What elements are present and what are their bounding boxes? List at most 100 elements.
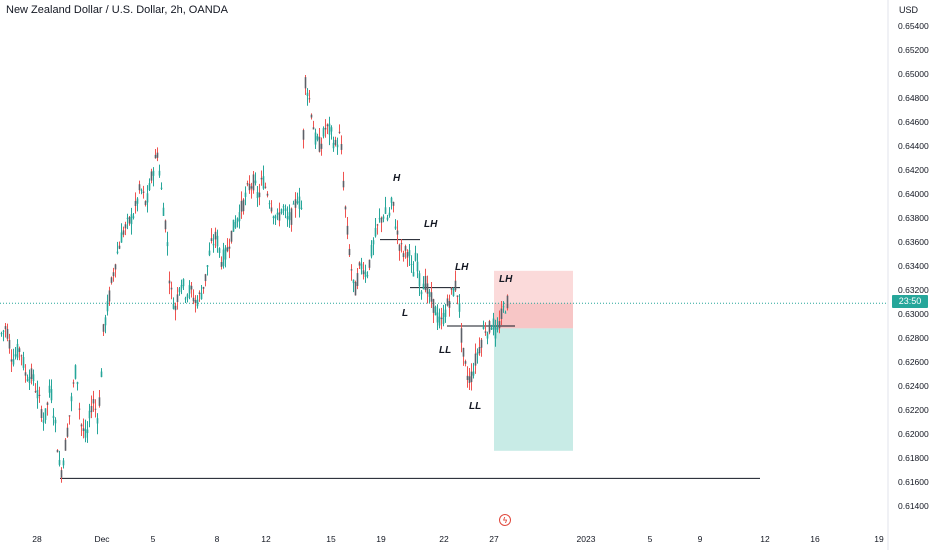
candle[interactable] — [248, 175, 251, 194]
candle[interactable] — [334, 136, 337, 147]
candle[interactable] — [214, 227, 217, 248]
candle[interactable] — [392, 201, 395, 213]
candle[interactable] — [484, 322, 487, 336]
candle[interactable] — [242, 198, 245, 215]
candle[interactable] — [436, 304, 439, 331]
candle[interactable] — [146, 185, 149, 213]
candle[interactable] — [238, 204, 241, 229]
candle[interactable] — [20, 354, 23, 366]
candle[interactable] — [162, 202, 165, 216]
candle[interactable] — [182, 278, 185, 290]
candle[interactable] — [200, 285, 203, 300]
candle[interactable] — [428, 289, 431, 304]
candle[interactable] — [232, 219, 235, 232]
candle[interactable] — [278, 202, 281, 227]
candle[interactable] — [178, 286, 181, 296]
candle[interactable] — [318, 127, 321, 153]
candle[interactable] — [270, 200, 273, 214]
candle[interactable] — [414, 245, 417, 262]
candle[interactable] — [190, 281, 193, 298]
candle[interactable] — [166, 231, 169, 256]
candle[interactable] — [344, 205, 347, 218]
candle[interactable] — [160, 182, 163, 190]
candle[interactable] — [148, 178, 151, 191]
candle[interactable] — [284, 204, 287, 219]
candle[interactable] — [356, 268, 359, 290]
candle[interactable] — [226, 238, 229, 253]
candle[interactable] — [472, 362, 475, 379]
candle[interactable] — [144, 200, 147, 207]
candle[interactable] — [244, 186, 247, 206]
candle[interactable] — [32, 369, 35, 386]
candle[interactable] — [408, 243, 411, 266]
candle[interactable] — [124, 221, 127, 236]
candle[interactable] — [164, 219, 167, 233]
candle[interactable] — [250, 182, 253, 199]
candle[interactable] — [154, 149, 157, 159]
candle[interactable] — [502, 301, 505, 313]
candle[interactable] — [34, 383, 37, 394]
candle[interactable] — [500, 300, 503, 326]
candle[interactable] — [86, 421, 89, 443]
candle[interactable] — [424, 268, 427, 293]
candle[interactable] — [404, 244, 407, 259]
candle[interactable] — [62, 457, 65, 469]
candle[interactable] — [354, 280, 357, 296]
candle[interactable] — [316, 133, 319, 142]
candle[interactable] — [476, 348, 479, 364]
candle[interactable] — [54, 417, 57, 433]
candle[interactable] — [338, 124, 341, 134]
candle[interactable] — [442, 304, 445, 327]
candle[interactable] — [140, 188, 143, 195]
candle[interactable] — [10, 349, 13, 373]
candle[interactable] — [398, 243, 401, 261]
candle[interactable] — [280, 208, 283, 215]
candle[interactable] — [462, 347, 465, 366]
candle[interactable] — [186, 293, 189, 303]
candle[interactable] — [378, 208, 381, 223]
candle[interactable] — [230, 230, 233, 244]
candle[interactable] — [380, 216, 383, 233]
candle[interactable] — [236, 217, 239, 228]
candle[interactable] — [198, 290, 201, 302]
candle[interactable] — [224, 245, 227, 268]
candle[interactable] — [104, 314, 107, 334]
candle[interactable] — [254, 172, 257, 186]
candle[interactable] — [290, 207, 293, 232]
candle[interactable] — [46, 401, 49, 416]
candle[interactable] — [22, 351, 25, 371]
candle[interactable] — [482, 320, 485, 330]
candle[interactable] — [18, 346, 21, 361]
candle[interactable] — [402, 250, 405, 262]
candle[interactable] — [410, 255, 413, 273]
candle[interactable] — [262, 165, 265, 190]
candle[interactable] — [466, 366, 469, 388]
candle[interactable] — [358, 261, 361, 270]
candle[interactable] — [342, 171, 345, 191]
candle[interactable] — [480, 337, 483, 357]
candle[interactable] — [240, 191, 243, 219]
candle[interactable] — [116, 241, 119, 255]
candle[interactable] — [0, 331, 3, 337]
candle[interactable] — [64, 437, 67, 451]
candle[interactable] — [396, 220, 399, 245]
candle[interactable] — [506, 294, 509, 311]
candle[interactable] — [332, 136, 335, 152]
candle[interactable] — [88, 403, 91, 428]
candle[interactable] — [382, 214, 385, 223]
candle[interactable] — [82, 418, 85, 439]
candle[interactable] — [128, 215, 131, 226]
tradingview-bolt-icon[interactable]: ϟ — [499, 514, 511, 526]
candle[interactable] — [420, 290, 423, 300]
candle[interactable] — [488, 319, 491, 335]
candle[interactable] — [38, 386, 41, 403]
candle[interactable] — [452, 287, 455, 297]
candle[interactable] — [304, 74, 307, 96]
candle[interactable] — [448, 294, 451, 317]
candle[interactable] — [464, 359, 467, 367]
candle[interactable] — [266, 191, 269, 198]
candle[interactable] — [14, 346, 17, 360]
candle[interactable] — [360, 257, 363, 275]
candle[interactable] — [158, 164, 161, 178]
candle[interactable] — [308, 90, 311, 103]
